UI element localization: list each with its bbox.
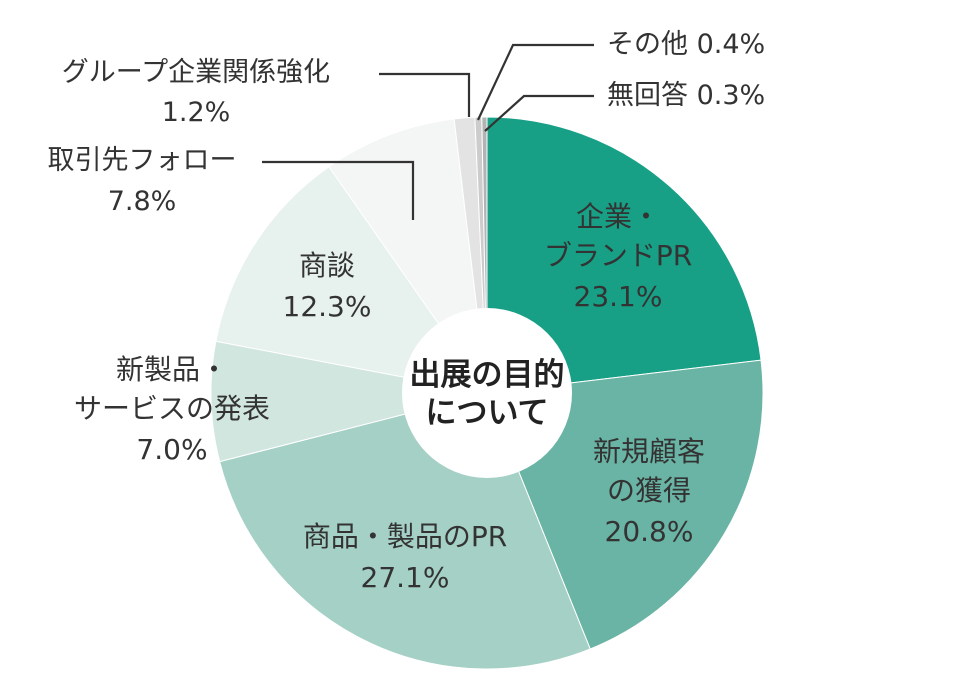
slice-value: 7.8% (108, 186, 177, 217)
slice-label-line: ブランドPR (544, 239, 692, 272)
center-label-line-1: 出展の目的 (410, 357, 565, 393)
slice-label-line: その他 0.4% (607, 29, 765, 60)
label-client-follow: 取引先フォロー 7.8% (48, 145, 415, 220)
slice-value: 1.2% (162, 97, 231, 128)
slice-label-line: の獲得 (607, 474, 691, 507)
label-corporate-brand-pr: 企業・ ブランドPR 23.1% (544, 200, 692, 313)
leader-line (484, 94, 594, 132)
slice-label-line: 商談 (299, 249, 355, 282)
label-group-relations: グループ企業関係強化 1.2% (62, 57, 471, 128)
slice-value: 20.8% (605, 515, 694, 548)
slice-value: 12.3% (283, 290, 372, 323)
label-new-product-announce: 新製品・ サービスの発表 7.0% (74, 353, 270, 466)
label-product-pr: 商品・製品のPR 27.1% (303, 520, 507, 594)
leader-line (477, 43, 594, 121)
slice-label-line: 商品・製品のPR (303, 520, 507, 553)
slice-value: 27.1% (361, 561, 450, 594)
slice-label-line: サービスの発表 (74, 392, 270, 425)
center-hole (402, 308, 572, 478)
pie-slice-3 (210, 340, 488, 463)
slice-label-line: グループ企業関係強化 (62, 57, 330, 88)
label-negotiation: 商談 12.3% (283, 249, 372, 323)
label-other: その他 0.4% (477, 29, 765, 121)
label-no-answer: 無回答 0.3% (484, 80, 765, 132)
slice-label-line: 無回答 0.3% (607, 80, 765, 111)
slice-label-line: 企業・ (576, 200, 660, 233)
slice-value: 23.1% (574, 280, 663, 313)
slice-label-line: 新規顧客 (593, 435, 705, 468)
slice-label-line: 取引先フォロー (48, 145, 237, 176)
center-label-line-2: について (425, 395, 548, 431)
slice-label-line: 新製品・ (116, 353, 228, 386)
leader-line (262, 160, 415, 220)
pie-slice-4 (215, 165, 489, 394)
pie-slice-0 (486, 116, 762, 394)
leader-line (379, 72, 471, 117)
slice-value: 7.0% (136, 433, 207, 466)
label-new-customers: 新規顧客 の獲得 20.8% (593, 435, 705, 548)
center-label: 出展の目的 について (410, 357, 565, 431)
